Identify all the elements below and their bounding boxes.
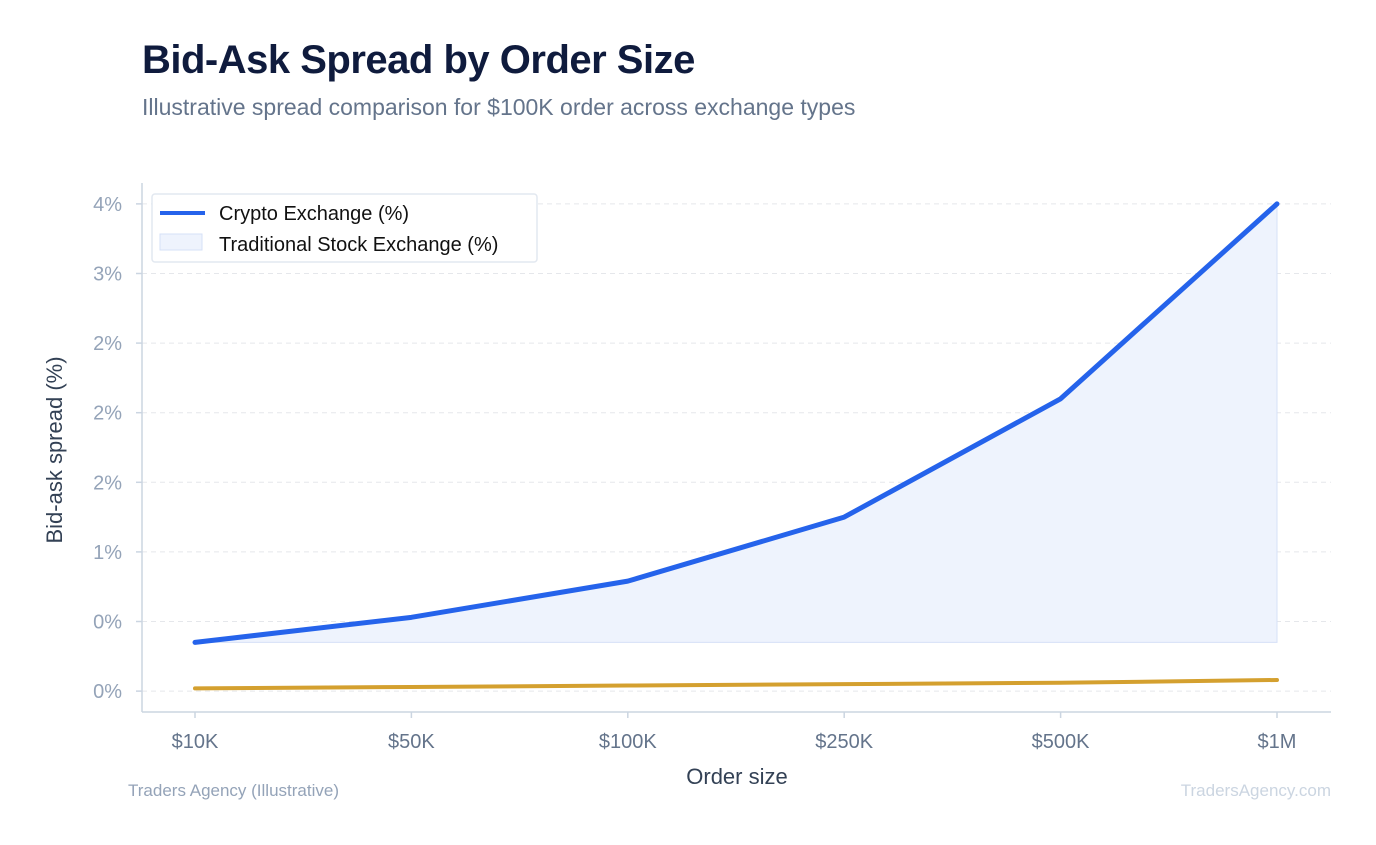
area-layer xyxy=(194,202,1278,643)
x-tick-label: $50K xyxy=(388,731,435,753)
y-tick-label: 4% xyxy=(93,194,122,216)
y-tick-label: 2% xyxy=(93,472,122,494)
footer-site: TradersAgency.com xyxy=(1181,781,1331,800)
x-tick-label: $250K xyxy=(815,731,873,753)
legend-label-crypto: Crypto Exchange (%) xyxy=(219,203,409,225)
x-tick-label: $1M xyxy=(1258,731,1297,753)
x-tick-labels: $10K $50K $100K $250K $500K $1M xyxy=(172,731,1297,753)
y-tick-label: 1% xyxy=(93,542,122,564)
series-line-crypto xyxy=(192,201,1280,645)
line-layer xyxy=(192,201,1280,691)
footer-source: Traders Agency (Illustrative) xyxy=(128,781,339,800)
x-tick-label: $500K xyxy=(1032,731,1090,753)
legend-swatch-traditional xyxy=(159,233,203,251)
chart-subtitle: Illustrative spread comparison for $100K… xyxy=(142,94,856,120)
y-tick-labels: 0% 0% 1% 2% 2% 2% 3% 4% xyxy=(93,194,122,703)
chart-title: Bid-Ask Spread by Order Size xyxy=(142,38,695,82)
x-axis-label: Order size xyxy=(686,764,787,789)
legend-label-traditional: Traditional Stock Exchange (%) xyxy=(219,234,498,256)
y-tick-label: 0% xyxy=(93,681,122,703)
legend-box xyxy=(151,193,538,263)
axes xyxy=(136,183,1331,718)
x-tick-label: $10K xyxy=(172,731,219,753)
series-line-traditional xyxy=(193,677,1279,691)
y-axis-label: Bid-ask spread (%) xyxy=(42,356,67,543)
y-tick-label: 2% xyxy=(93,403,122,425)
y-tick-label: 0% xyxy=(93,612,122,634)
legend: Crypto Exchange (%) Traditional Stock Ex… xyxy=(151,193,538,263)
y-tick-label: 3% xyxy=(93,263,122,285)
y-tick-label: 2% xyxy=(93,333,122,355)
shaded-area xyxy=(194,202,1278,643)
x-tick-label: $100K xyxy=(599,731,657,753)
